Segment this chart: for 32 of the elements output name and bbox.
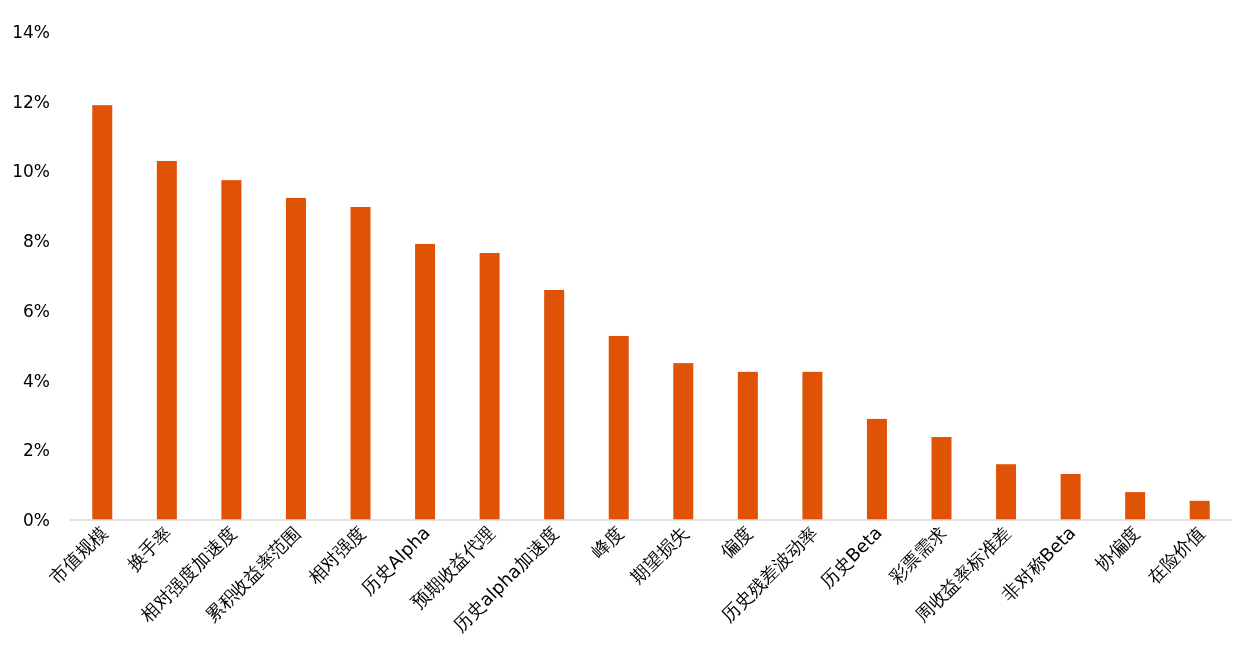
y-tick-label: 4% <box>23 370 50 391</box>
bar <box>1125 492 1146 520</box>
bar <box>996 464 1017 520</box>
x-tick-label: 换手率 <box>122 521 176 576</box>
bar <box>608 335 629 520</box>
bar <box>350 206 371 520</box>
bar <box>92 105 113 520</box>
bar <box>285 197 306 520</box>
y-tick-label: 12% <box>12 91 50 112</box>
x-tick-label: 期望损失 <box>626 521 693 588</box>
bar <box>1189 500 1210 520</box>
bar <box>802 371 823 520</box>
y-tick-label: 6% <box>23 300 50 321</box>
x-tick-label: 协偏度 <box>1090 521 1144 576</box>
bar <box>737 371 758 520</box>
y-tick-label: 14% <box>12 22 50 42</box>
bar <box>1060 473 1081 520</box>
bar <box>866 418 887 520</box>
x-tick-label: 峰度 <box>587 521 628 563</box>
y-tick-label: 10% <box>12 161 50 182</box>
y-tick-label: 8% <box>23 231 50 252</box>
y-tick-label: 2% <box>23 440 50 461</box>
bar <box>544 289 565 520</box>
bar <box>673 363 694 520</box>
bar <box>221 180 242 520</box>
bar <box>931 437 952 520</box>
y-tick-label: 0% <box>23 510 50 530</box>
x-tick-label: 在险价值 <box>1142 521 1209 588</box>
x-tick-label: 偏度 <box>716 521 757 563</box>
bar <box>156 160 177 520</box>
bar <box>479 252 500 520</box>
bar <box>415 243 436 520</box>
